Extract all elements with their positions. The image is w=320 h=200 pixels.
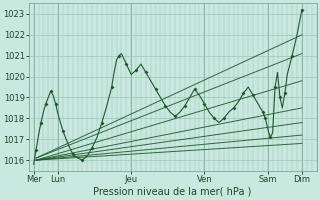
Point	[251, 94, 256, 97]
Point	[192, 88, 197, 91]
Point	[109, 85, 114, 89]
Point	[182, 104, 188, 107]
Point	[260, 110, 265, 114]
Point	[263, 117, 268, 120]
Point	[80, 159, 85, 162]
Point	[133, 69, 139, 72]
Point	[163, 104, 168, 107]
Point	[53, 102, 58, 105]
Point	[124, 62, 129, 66]
Point	[273, 85, 278, 89]
Point	[282, 92, 287, 95]
Point	[268, 136, 273, 139]
Point	[202, 102, 207, 105]
Point	[241, 92, 246, 95]
Point	[48, 90, 53, 93]
Point	[70, 152, 75, 155]
Point	[38, 121, 44, 124]
Point	[34, 148, 39, 151]
Point	[60, 129, 66, 132]
Point	[153, 88, 158, 91]
Point	[100, 121, 105, 124]
Point	[116, 54, 122, 57]
Point	[277, 96, 283, 99]
Point	[143, 71, 148, 74]
Point	[290, 54, 295, 57]
Point	[90, 146, 95, 149]
Point	[43, 102, 48, 105]
Point	[231, 106, 236, 110]
Point	[212, 117, 217, 120]
X-axis label: Pression niveau de la mer( hPa ): Pression niveau de la mer( hPa )	[93, 187, 252, 197]
Point	[172, 115, 178, 118]
Point	[221, 117, 227, 120]
Point	[299, 8, 304, 11]
